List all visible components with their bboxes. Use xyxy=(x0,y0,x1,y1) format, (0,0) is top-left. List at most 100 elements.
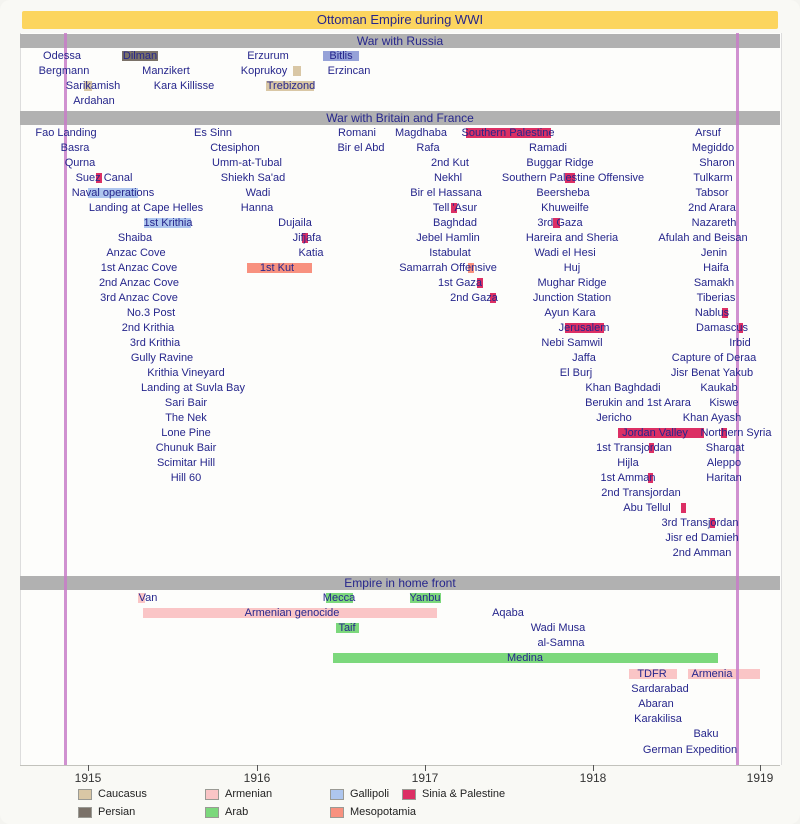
event-label[interactable]: 2nd Transjordan xyxy=(601,487,681,499)
event-label[interactable]: Umm-at-Tubal xyxy=(212,157,282,169)
event-label[interactable]: 1st Amman xyxy=(600,472,656,484)
event-label[interactable]: Abu Tellul xyxy=(623,502,671,514)
event-label[interactable]: Landing at Cape Helles xyxy=(88,202,204,214)
event-label[interactable]: Southern Palestine Offensive xyxy=(501,172,645,184)
event-label[interactable]: Fao Landing xyxy=(35,127,97,139)
event-label[interactable]: Hill 60 xyxy=(170,472,202,484)
event-label[interactable]: Buggar Ridge xyxy=(526,157,594,169)
event-label[interactable]: Nablus xyxy=(694,307,730,319)
event-label[interactable]: Erzurum xyxy=(247,50,289,62)
event-label[interactable]: Hijla xyxy=(617,457,639,469)
event-label[interactable]: Ramadi xyxy=(529,142,567,154)
event-label[interactable]: Krithia Vineyard xyxy=(147,367,225,379)
event-label[interactable]: Huj xyxy=(563,262,581,274)
event-label[interactable]: Beersheba xyxy=(536,187,590,199)
event-label[interactable]: 3rd Krithia xyxy=(129,337,181,349)
event-label[interactable]: Sarikamish xyxy=(65,80,121,92)
event-label[interactable]: Basra xyxy=(60,142,90,154)
event-label[interactable]: Armenia xyxy=(691,668,733,680)
event-label[interactable]: Khan Ayash xyxy=(682,412,742,424)
event-label[interactable]: Hareira and Sheria xyxy=(525,232,619,244)
event-label[interactable]: Nazareth xyxy=(691,217,737,229)
event-label[interactable]: 1st Kut xyxy=(259,262,295,274)
event-label[interactable]: Baku xyxy=(693,728,719,740)
event-label[interactable]: Bergmann xyxy=(38,65,90,77)
event-label[interactable]: Mughar Ridge xyxy=(537,277,607,289)
event-label[interactable]: Tiberias xyxy=(696,292,736,304)
event-label[interactable]: Tulkarm xyxy=(693,172,733,184)
event-label[interactable]: Odessa xyxy=(43,50,81,62)
event-label[interactable]: Capture of Deraa xyxy=(671,352,757,364)
event-label[interactable]: Tell 'Asur xyxy=(432,202,478,214)
event-label[interactable]: El Burj xyxy=(559,367,593,379)
event-label[interactable]: Medina xyxy=(506,652,544,664)
event-label[interactable]: 1st Krithia xyxy=(143,217,193,229)
event-label[interactable]: 3rd Gaza xyxy=(537,217,583,229)
event-label[interactable]: Magdhaba xyxy=(395,127,447,139)
event-label[interactable]: TDFR xyxy=(637,668,667,680)
event-label[interactable]: Katia xyxy=(298,247,324,259)
event-label[interactable]: Yanbu xyxy=(409,592,441,604)
event-label[interactable]: Ayun Kara xyxy=(544,307,596,319)
event-label[interactable]: 2nd Amman xyxy=(672,547,732,559)
event-label[interactable]: Rafa xyxy=(416,142,440,154)
event-label[interactable]: Megiddo xyxy=(691,142,735,154)
event-label[interactable]: Es Sinn xyxy=(194,127,232,139)
event-label[interactable]: Arsuf xyxy=(695,127,721,139)
event-label[interactable]: Erzincan xyxy=(327,65,371,77)
event-label[interactable]: Anzac Cove xyxy=(106,247,166,259)
event-label[interactable]: Hanna xyxy=(240,202,274,214)
event-label[interactable]: Baghdad xyxy=(432,217,478,229)
event-label[interactable]: Armenian genocide xyxy=(244,607,340,619)
event-label[interactable]: Jerusalem xyxy=(558,322,610,334)
event-label[interactable]: Sharqat xyxy=(705,442,745,454)
event-label[interactable]: Trebizond xyxy=(266,80,316,92)
event-label[interactable]: 3rd Anzac Cove xyxy=(100,292,178,304)
event-label[interactable]: Abaran xyxy=(638,698,674,710)
event-label[interactable]: Kaukab xyxy=(700,382,738,394)
event-label[interactable]: 3rd Transjordan xyxy=(661,517,739,529)
event-label[interactable]: Lone Pine xyxy=(161,427,211,439)
event-label[interactable]: 1st Anzac Cove xyxy=(100,262,178,274)
event-label[interactable]: Tabsor xyxy=(695,187,729,199)
event-label[interactable]: Van xyxy=(138,592,158,604)
event-label[interactable]: Bir el Hassana xyxy=(410,187,482,199)
event-label[interactable]: 2nd Kut xyxy=(431,157,469,169)
event-label[interactable]: Jisr Benat Yakub xyxy=(670,367,754,379)
event-label[interactable]: Jericho xyxy=(596,412,632,424)
event-label[interactable]: Kiswe xyxy=(709,397,739,409)
event-label[interactable]: 1st Transjordan xyxy=(596,442,672,454)
event-label[interactable]: Southern Palestine xyxy=(461,127,555,139)
event-label[interactable]: Haifa xyxy=(703,262,729,274)
event-label[interactable]: Khuweilfe xyxy=(541,202,589,214)
event-label[interactable]: Nekhl xyxy=(433,172,463,184)
event-label[interactable]: Chunuk Bair xyxy=(155,442,217,454)
event-label[interactable]: 2nd Krithia xyxy=(121,322,175,334)
event-label[interactable]: 1st Gaza xyxy=(437,277,483,289)
event-label[interactable]: 2nd Gaza xyxy=(450,292,498,304)
event-label[interactable]: 2nd Arara xyxy=(688,202,736,214)
event-label[interactable]: Wadi Musa xyxy=(530,622,586,634)
event-label[interactable]: Bir el Abd xyxy=(337,142,385,154)
event-label[interactable]: No.3 Post xyxy=(126,307,176,319)
event-label[interactable]: Ctesiphon xyxy=(210,142,260,154)
event-label[interactable]: Romani xyxy=(338,127,376,139)
event-label[interactable]: Dujaila xyxy=(278,217,312,229)
event-label[interactable]: Irbid xyxy=(729,337,751,349)
event-label[interactable]: Karakilisa xyxy=(634,713,682,725)
event-label[interactable]: 2nd Anzac Cove xyxy=(98,277,180,289)
event-label[interactable]: Sari Bair xyxy=(164,397,208,409)
event-label[interactable]: Wadi el Hesi xyxy=(534,247,596,259)
event-label[interactable]: Shaiba xyxy=(117,232,153,244)
event-label[interactable]: Jebel Hamlin xyxy=(416,232,480,244)
event-label[interactable]: Ardahan xyxy=(73,95,115,107)
event-label[interactable]: Aleppo xyxy=(706,457,742,469)
event-label[interactable]: Wadi xyxy=(245,187,271,199)
event-label[interactable]: Aqaba xyxy=(492,607,524,619)
event-label[interactable]: Shiekh Sa'ad xyxy=(220,172,286,184)
event-label[interactable]: Scimitar Hill xyxy=(156,457,216,469)
event-label[interactable]: Landing at Suvla Bay xyxy=(141,382,245,394)
event-label[interactable]: Afulah and Beisan xyxy=(658,232,748,244)
event-label[interactable]: Koprukoy xyxy=(240,65,288,77)
event-label[interactable]: German Expedition xyxy=(642,744,738,756)
